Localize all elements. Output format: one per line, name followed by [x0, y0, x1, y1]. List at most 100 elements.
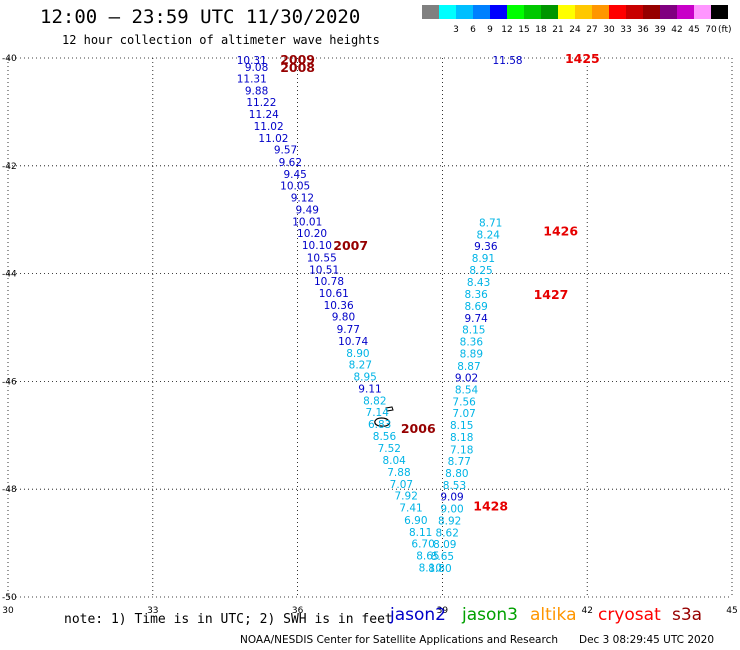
legend-jason2: jason2 — [390, 605, 446, 625]
wave-height-label: 8.54 — [455, 384, 479, 396]
wave-height-label: 8.15 — [462, 325, 485, 337]
legend-tick-label: 21 — [552, 25, 563, 35]
wave-height-label: 10.51 — [309, 264, 339, 276]
wave-height-label: 8.95 — [353, 372, 376, 384]
wave-height-label: 8.92 — [438, 515, 461, 527]
pass-time-label: 2008 — [280, 60, 315, 75]
footer-credit: NOAA/NESDIS Center for Satellite Applica… — [240, 634, 558, 646]
wave-height-label: 10.20 — [297, 228, 327, 240]
wave-height-label: 8.69 — [464, 301, 487, 313]
wave-height-label: 7.56 — [452, 396, 476, 408]
wave-height-label: 8.10 — [419, 562, 442, 574]
legend-swatch — [422, 5, 439, 19]
legend-tick-label: 70 — [705, 25, 717, 35]
wave-height-label: 11.31 — [237, 73, 267, 85]
wave-height-label: 8.91 — [472, 253, 495, 265]
lon-tick-label: 36 — [292, 606, 304, 616]
wave-height-label: 9.08 — [245, 62, 268, 74]
wave-height-label: 7.18 — [450, 444, 473, 456]
wave-height-label: 10.31 — [237, 55, 267, 67]
wave-height-label: 8.36 — [460, 337, 484, 349]
wave-height-label: 10.10 — [302, 240, 332, 252]
wave-height-label: 10.55 — [307, 252, 337, 264]
wave-height-label: 9.80 — [332, 312, 355, 324]
wave-height-label: 9.45 — [283, 169, 306, 181]
legend-swatch — [660, 5, 677, 19]
wave-height-label: 8.25 — [469, 265, 492, 277]
footer-timestamp: Dec 3 08:29:45 UTC 2020 — [579, 634, 715, 646]
wave-height-label: 8.80 — [445, 468, 468, 480]
legend-tick-label: 30 — [603, 25, 615, 35]
legend-swatch — [643, 5, 660, 19]
legend-tick-label: 45 — [688, 25, 699, 35]
legend-cryosat: cryosat — [598, 605, 661, 625]
page-title: 12:00 – 23:59 UTC 11/30/2020 — [40, 6, 361, 28]
legend-swatch — [541, 5, 558, 19]
legend-swatch — [456, 5, 473, 19]
color-legend: 3 6 9 12 15 18 21 24 27 30 33 36 39 42 45 70 (ft) — [422, 5, 732, 35]
legend-jason3: jason3 — [462, 605, 518, 625]
wave-height-label: 9.12 — [291, 193, 314, 205]
wave-height-label: 10.36 — [324, 300, 354, 312]
lon-tick-label: 42 — [581, 606, 592, 616]
wave-height-label: 8.53 — [443, 480, 466, 492]
island-outline — [374, 406, 394, 427]
legend-swatch — [711, 5, 728, 19]
lat-tick-label: -48 — [2, 485, 17, 495]
lon-tick-label: 33 — [147, 606, 158, 616]
wave-height-label: 6.70 — [411, 539, 434, 551]
wave-height-label: 8.24 — [477, 229, 501, 241]
wave-height-label: 6.83 — [368, 419, 391, 431]
wave-height-label: 8.11 — [409, 527, 432, 539]
footer-note: note: 1) Time is in UTC; 2) SWH is in fe… — [64, 612, 393, 627]
wave-height-label: 8.43 — [467, 277, 490, 289]
wave-height-label: 9.57 — [274, 145, 297, 157]
pass-time-label: 1426 — [543, 223, 578, 238]
wave-height-label: 8.65 — [416, 550, 439, 562]
wave-height-label: 8.65 — [431, 551, 454, 563]
legend-tick-label: 12 — [501, 25, 512, 35]
lon-tick-label: 39 — [437, 606, 449, 616]
wave-height-label: 9.09 — [440, 492, 463, 504]
legend-swatch — [609, 5, 626, 19]
wave-height-label: 9.88 — [245, 85, 268, 97]
pass-time-label: 2009 — [280, 52, 315, 67]
island-shape — [374, 417, 391, 427]
legend-altika: altika — [530, 605, 577, 625]
lat-tick-label: -46 — [2, 377, 17, 387]
wave-height-label: 8.56 — [373, 431, 397, 443]
wave-height-label: 8.62 — [436, 527, 459, 539]
wave-height-label: 9.02 — [455, 373, 478, 385]
wave-height-label: 8.82 — [363, 395, 386, 407]
wave-height-label: 9.49 — [296, 204, 319, 216]
lon-tick-label: 30 — [2, 606, 14, 616]
wave-height-label: 8.89 — [460, 348, 483, 360]
legend-swatch — [558, 5, 575, 19]
legend-swatch — [677, 5, 694, 19]
legend-swatch — [575, 5, 592, 19]
legend-tick-label: 15 — [518, 25, 529, 35]
legend-tick-label: 9 — [487, 25, 493, 35]
legend-swatch — [592, 5, 609, 19]
islet-shape — [385, 406, 394, 412]
legend-swatch — [524, 5, 541, 19]
legend-tick-label: 27 — [586, 25, 597, 35]
wave-height-label: 8.36 — [464, 289, 488, 301]
legend-tick-label: 18 — [535, 25, 547, 35]
wave-height-label: 11.02 — [258, 133, 288, 145]
legend-swatch — [439, 5, 456, 19]
wave-height-label: 8.27 — [349, 360, 372, 372]
wave-height-label: 11.02 — [254, 121, 284, 133]
track-west: 10.319.0811.319.8811.2211.2411.0211.029.… — [237, 55, 442, 574]
legend-swatch — [490, 5, 507, 19]
legend-tick-label: 42 — [671, 25, 682, 35]
wave-height-label: 11.22 — [246, 97, 276, 109]
wave-height-label: 8.04 — [382, 455, 406, 467]
legend-swatch — [626, 5, 643, 19]
wave-height-label: 7.52 — [378, 443, 401, 455]
lat-tick-label: -50 — [2, 593, 17, 603]
wave-height-label: 11.24 — [249, 109, 279, 121]
legend-swatch — [694, 5, 711, 19]
